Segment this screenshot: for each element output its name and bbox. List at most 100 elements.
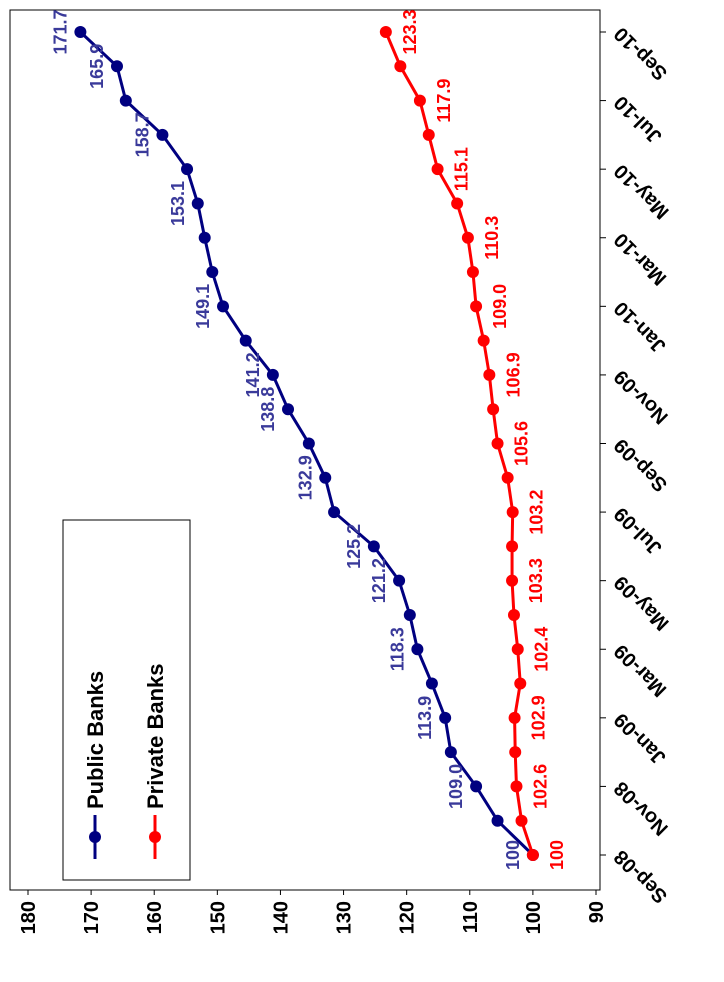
point: [319, 471, 332, 484]
data-label: 149.1: [193, 284, 213, 329]
point: [477, 334, 490, 347]
y-tick-label: 160: [144, 901, 166, 934]
x-tick-label: Jul-10: [610, 91, 666, 147]
data-label: 106.9: [503, 352, 523, 397]
data-label: 110.3: [482, 216, 502, 260]
legend-label: Public Banks: [83, 671, 108, 809]
point: [466, 266, 479, 279]
point: [393, 574, 406, 587]
data-label: 125.2: [344, 524, 364, 569]
point: [198, 231, 211, 244]
point: [379, 26, 392, 38]
y-tick-label: 170: [81, 901, 103, 934]
x-tick-label: Jul-09: [610, 503, 666, 559]
x-tick-label: Mar-09: [610, 640, 671, 701]
point: [470, 300, 483, 313]
data-label: 109.0: [446, 764, 466, 809]
data-label: 100: [503, 840, 523, 870]
y-tick-label: 150: [207, 901, 229, 934]
x-tick-label: Nov-08: [610, 777, 673, 840]
data-label: 118.3: [387, 627, 407, 671]
rotated-chart: 90100110120130140150160170180Sep-08Nov-0…: [9, 9, 674, 934]
data-label: 121.2: [369, 558, 389, 603]
point: [328, 506, 341, 519]
point: [206, 266, 219, 279]
y-tick-label: 90: [586, 901, 608, 923]
data-label: 132.9: [295, 455, 315, 500]
y-tick-label: 120: [397, 901, 419, 934]
x-tick-label: Sep-10: [610, 22, 672, 84]
point: [191, 197, 204, 210]
data-label: 103.2: [527, 490, 547, 535]
point: [508, 711, 521, 724]
point: [514, 677, 527, 690]
point: [487, 403, 500, 416]
point: [491, 814, 504, 827]
data-label: 103.3: [526, 558, 546, 603]
point: [526, 849, 539, 861]
point: [217, 300, 230, 313]
point: [119, 94, 132, 107]
data-label: 113.9: [415, 696, 435, 740]
point: [181, 163, 194, 176]
x-tick-label: Jan-10: [610, 297, 670, 357]
point: [515, 814, 528, 827]
point: [444, 746, 457, 759]
y-tick-label: 110: [460, 901, 482, 933]
point: [110, 60, 123, 73]
data-label: 141.2: [243, 352, 263, 397]
point: [156, 128, 169, 141]
data-label: 100: [547, 840, 567, 870]
point: [510, 780, 523, 793]
data-label: 109.0: [490, 284, 510, 329]
data-label: 117.9: [434, 79, 454, 123]
point: [461, 231, 474, 244]
point: [506, 540, 519, 553]
legend-marker: [149, 831, 161, 843]
x-tick-label: Sep-09: [610, 434, 672, 496]
data-label: 102.6: [530, 764, 550, 809]
point: [422, 128, 435, 141]
data-label: 171.7: [50, 9, 70, 54]
point: [507, 608, 520, 621]
data-label: 115.1: [452, 147, 472, 191]
point: [266, 368, 279, 381]
y-tick-label: 130: [334, 901, 356, 934]
point: [282, 403, 295, 416]
data-label: 123.3: [400, 9, 420, 54]
x-tick-label: Sep-08: [610, 845, 672, 907]
legend-box: [62, 519, 191, 881]
point: [411, 643, 424, 656]
data-label: 102.9: [529, 695, 549, 740]
point: [394, 60, 407, 73]
point: [451, 197, 464, 210]
y-tick-label: 140: [270, 901, 292, 934]
data-label: 153.1: [168, 181, 188, 226]
point: [439, 711, 452, 724]
point: [506, 574, 519, 587]
point: [413, 94, 426, 107]
point: [239, 334, 252, 347]
point: [367, 540, 380, 553]
point: [302, 437, 315, 450]
point: [403, 608, 416, 621]
x-tick-label: May-10: [610, 160, 674, 224]
point: [491, 437, 504, 450]
legend-marker: [89, 831, 101, 843]
data-label: 105.6: [512, 421, 532, 466]
x-tick-label: Nov-09: [610, 365, 673, 428]
legend-label: Private Banks: [143, 663, 168, 809]
point: [74, 26, 87, 38]
y-tick-label: 180: [18, 901, 40, 934]
point: [431, 163, 444, 176]
data-label: 158.7: [132, 112, 152, 157]
x-tick-label: May-09: [610, 571, 674, 635]
point: [501, 471, 514, 484]
point: [506, 506, 519, 519]
point: [511, 643, 524, 656]
y-tick-label: 100: [523, 901, 545, 934]
data-label: 165.9: [87, 44, 107, 89]
x-tick-label: Mar-10: [610, 228, 671, 289]
